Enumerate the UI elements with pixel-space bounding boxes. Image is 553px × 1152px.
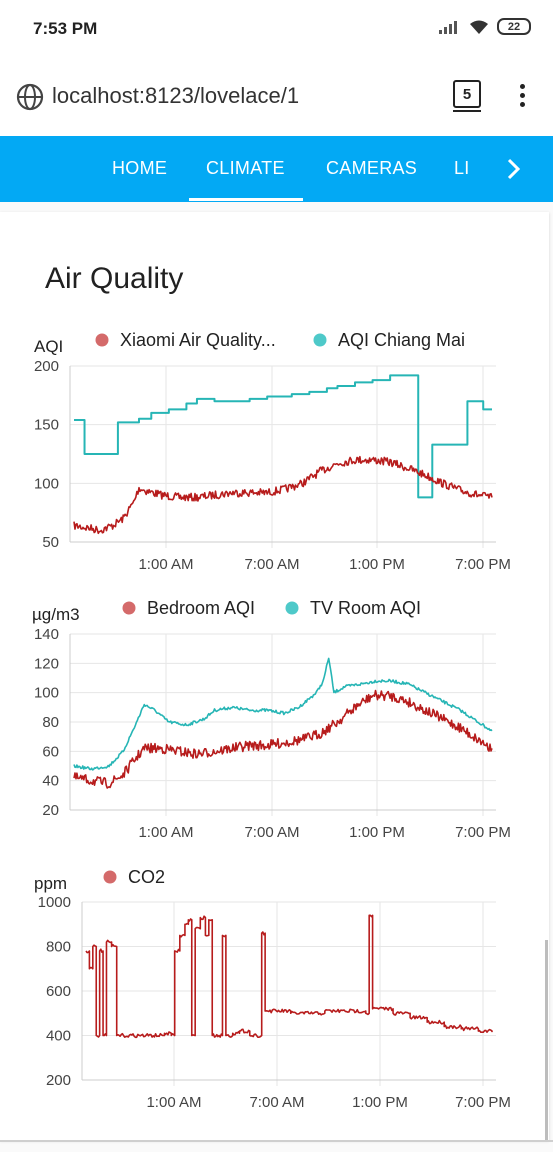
scrollbar[interactable]: [545, 940, 548, 1140]
tab-climate[interactable]: CLIMATE: [206, 158, 285, 178]
y-tick-label: 20: [42, 802, 59, 819]
bottom-divider: [0, 1140, 553, 1142]
x-tick-label: 1:00 PM: [349, 556, 405, 573]
signal-icon: [439, 20, 457, 34]
wifi-icon: [470, 20, 488, 34]
url-text[interactable]: localhost:8123/lovelace/1: [52, 83, 300, 108]
y-tick-label: 40: [42, 773, 59, 790]
legend-label: Xiaomi Air Quality...: [120, 330, 276, 350]
x-tick-label: 7:00 PM: [455, 824, 511, 841]
y-tick-label: 100: [34, 475, 59, 492]
view-tabs: HOME CLIMATE CAMERAS LI: [0, 136, 553, 202]
globe-icon: [16, 83, 44, 111]
x-tick-label: 7:00 AM: [249, 1094, 304, 1111]
status-icons: 22: [439, 18, 531, 35]
y-tick-label: 800: [46, 939, 71, 956]
x-tick-label: 1:00 AM: [146, 1094, 201, 1111]
x-tick-label: 7:00 PM: [455, 1094, 511, 1111]
legend-label: TV Room AQI: [310, 598, 421, 618]
legend-label: AQI Chiang Mai: [338, 330, 465, 350]
series-line-xiaomi-air-quality: [73, 455, 493, 535]
tab-cameras[interactable]: CAMERAS: [326, 158, 418, 178]
series-line-co2: [85, 914, 493, 1039]
tab-lights-partial[interactable]: LI: [454, 158, 470, 178]
legend-label: Bedroom AQI: [147, 598, 255, 618]
chevron-right-icon[interactable]: [504, 156, 524, 182]
y-tick-label: 60: [42, 743, 59, 760]
legend-marker: [103, 870, 117, 884]
active-tab-indicator: [189, 198, 303, 201]
series-line-tv-room-aqi: [73, 657, 493, 771]
y-tick-label: 120: [34, 655, 59, 672]
browser-url-bar[interactable]: localhost:8123/lovelace/1: [0, 58, 553, 136]
legend-marker: [285, 601, 299, 615]
tab-switcher-button[interactable]: 5: [453, 80, 481, 112]
y-tick-label: 80: [42, 714, 59, 731]
series-line-bedroom-aqi: [73, 689, 493, 789]
legend-label: CO2: [128, 867, 165, 887]
browser-menu-icon[interactable]: [517, 84, 527, 110]
legend-marker: [95, 333, 109, 347]
y-tick-label: 400: [46, 1028, 71, 1045]
x-tick-label: 7:00 AM: [244, 824, 299, 841]
y-tick-label: 100: [34, 685, 59, 702]
x-tick-label: 1:00 PM: [352, 1094, 408, 1111]
y-axis-unit-label: µg/m3: [32, 605, 80, 624]
y-tick-label: 1000: [38, 894, 71, 911]
x-tick-label: 7:00 AM: [244, 556, 299, 573]
status-bar: 7:53 PM 22: [0, 0, 553, 58]
card-title: Air Quality: [45, 262, 184, 295]
x-tick-label: 7:00 PM: [455, 556, 511, 573]
y-tick-label: 140: [34, 626, 59, 643]
y-tick-label: 50: [42, 534, 59, 551]
dashboard-content: Air Quality: [0, 202, 553, 1152]
y-tick-label: 150: [34, 417, 59, 434]
y-tick-label: 600: [46, 983, 71, 1000]
y-axis-unit-label: ppm: [34, 874, 67, 893]
tab-home[interactable]: HOME: [112, 158, 168, 178]
battery-icon: 22: [497, 18, 531, 35]
x-tick-label: 1:00 AM: [138, 824, 193, 841]
y-tick-label: 200: [46, 1072, 71, 1089]
air-quality-card: Air Quality: [0, 212, 549, 1140]
x-tick-label: 1:00 PM: [349, 824, 405, 841]
legend-marker: [122, 601, 136, 615]
y-tick-label: 200: [34, 358, 59, 375]
y-axis-unit-label: AQI: [34, 337, 63, 356]
x-tick-label: 1:00 AM: [138, 556, 193, 573]
series-line-aqi-chiang-mai: [74, 374, 492, 499]
status-time: 7:53 PM: [33, 19, 98, 38]
legend-marker: [313, 333, 327, 347]
